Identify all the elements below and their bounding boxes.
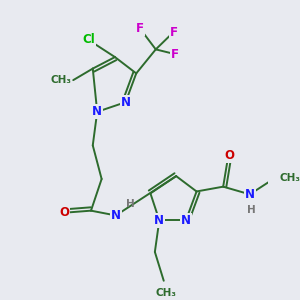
Text: H: H <box>247 205 256 215</box>
Text: O: O <box>59 206 69 219</box>
Text: N: N <box>181 214 191 227</box>
Text: N: N <box>121 96 130 109</box>
Text: O: O <box>224 149 234 162</box>
Text: N: N <box>154 214 164 227</box>
Text: H: H <box>126 199 134 209</box>
Text: N: N <box>245 188 255 201</box>
Text: F: F <box>171 48 179 61</box>
Text: Cl: Cl <box>82 33 95 46</box>
Text: CH₃: CH₃ <box>155 288 176 298</box>
Text: CH₃: CH₃ <box>50 75 71 85</box>
Text: F: F <box>169 26 178 39</box>
Text: N: N <box>111 209 121 222</box>
Text: N: N <box>92 105 102 118</box>
Text: F: F <box>136 22 144 35</box>
Text: CH₃: CH₃ <box>279 173 300 183</box>
